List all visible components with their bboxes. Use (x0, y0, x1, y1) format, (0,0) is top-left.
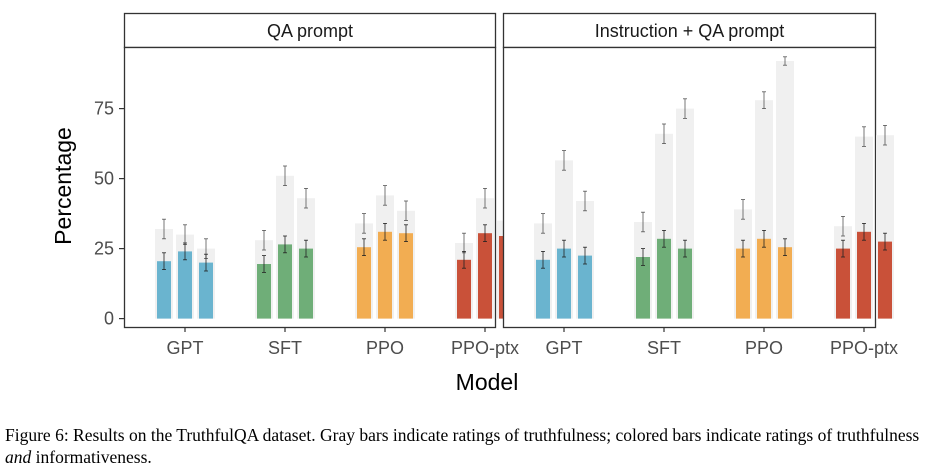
facet-label: QA prompt (267, 21, 353, 41)
x-tick-label: SFT (268, 338, 302, 358)
gray-error-bar (862, 126, 866, 147)
gray-error-bar (404, 200, 408, 222)
gray-error-bar (562, 150, 566, 171)
gray-error-bar (283, 165, 287, 187)
colored-bar (178, 251, 192, 319)
colored-error-bar (783, 238, 787, 257)
colored-error-bar (483, 224, 487, 243)
colored-bar (778, 247, 792, 319)
colored-error-bar (583, 246, 587, 265)
colored-bar (278, 244, 292, 319)
y-axis-title: Percentage (50, 127, 76, 245)
colored-bar (857, 231, 871, 319)
gray-error-bar (683, 98, 687, 119)
x-tick-label: SFT (647, 338, 681, 358)
panel (502, 46, 894, 329)
colored-error-bar (404, 224, 408, 243)
colored-bar (199, 262, 213, 319)
colored-error-bar (262, 255, 266, 273)
caption-emphasis: and (5, 447, 32, 467)
x-tick-label: PPO (366, 338, 404, 358)
colored-error-bar (283, 235, 287, 254)
colored-bar (557, 248, 571, 319)
y-tick-label: 75 (94, 99, 114, 119)
colored-bar (878, 241, 892, 319)
x-axis-title: Model (456, 369, 519, 395)
gray-error-bar (883, 125, 887, 146)
colored-bar (157, 261, 171, 319)
facet-label: Instruction + QA prompt (595, 21, 785, 41)
colored-bar (357, 247, 371, 319)
x-tick-label: GPT (545, 338, 582, 358)
colored-bar (757, 238, 771, 319)
colored-error-bar (762, 229, 766, 248)
colored-bar (657, 238, 671, 319)
colored-bar (836, 248, 850, 319)
panel (123, 46, 515, 329)
colored-bar (257, 264, 271, 319)
gray-error-bar (541, 213, 545, 234)
colored-bar (399, 233, 413, 319)
gray-error-bar (641, 211, 645, 233)
gray-error-bar (583, 190, 587, 212)
colored-error-bar (183, 242, 187, 261)
gray-error-bar (662, 123, 666, 145)
colored-bar (478, 233, 492, 319)
caption-text-after: informativeness. (31, 447, 152, 467)
colored-bar (736, 248, 750, 319)
colored-error-bar (741, 239, 745, 258)
colored-bar (578, 255, 592, 319)
colored-error-bar (383, 222, 387, 241)
colored-error-bar (304, 239, 308, 258)
gray-error-bar (162, 218, 166, 240)
gray-error-bar (783, 56, 787, 66)
gray-error-bar (483, 187, 487, 209)
colored-error-bar (562, 239, 566, 258)
gray-error-bar (741, 199, 745, 220)
colored-error-bar (362, 238, 366, 257)
colored-bar (536, 259, 550, 319)
colored-error-bar (641, 248, 645, 266)
gray-error-bar (762, 91, 766, 109)
colored-bar (457, 259, 471, 319)
colored-error-bar (662, 229, 666, 248)
truthfulqa-chart: QA prompt Instruction + QA prompt 0 25 50 75… (50, 12, 898, 395)
colored-error-bar (204, 253, 208, 272)
colored-bar (678, 248, 692, 319)
colored-error-bar (683, 239, 687, 258)
facet-strip (123, 12, 497, 49)
colored-bar (299, 248, 313, 319)
gray-error-bar (841, 215, 845, 237)
caption-text-before: Figure 6: Results on the TruthfulQA data… (5, 425, 920, 445)
facet-strip (502, 12, 877, 49)
figure-caption: Figure 6: Results on the TruthfulQA data… (5, 424, 925, 468)
x-tick-label: PPO (745, 338, 783, 358)
colored-bar (378, 231, 392, 319)
x-tick-label: PPO-ptx (451, 338, 519, 358)
gray-error-bar (262, 229, 266, 251)
colored-bar (636, 257, 650, 319)
colored-error-bar (862, 222, 866, 241)
colored-error-bar (162, 252, 166, 271)
colored-error-bar (541, 250, 545, 269)
colored-error-bar (883, 232, 887, 251)
y-tick-label: 50 (94, 169, 114, 189)
colored-error-bar (841, 239, 845, 258)
y-tick-label: 0 (104, 309, 114, 329)
x-tick-label: PPO-ptx (830, 338, 898, 358)
gray-error-bar (304, 187, 308, 209)
y-tick-label: 25 (94, 239, 114, 259)
x-tick-label: GPT (166, 338, 203, 358)
gray-error-bar (383, 185, 387, 206)
colored-error-bar (462, 250, 466, 269)
gray-error-bar (362, 213, 366, 234)
